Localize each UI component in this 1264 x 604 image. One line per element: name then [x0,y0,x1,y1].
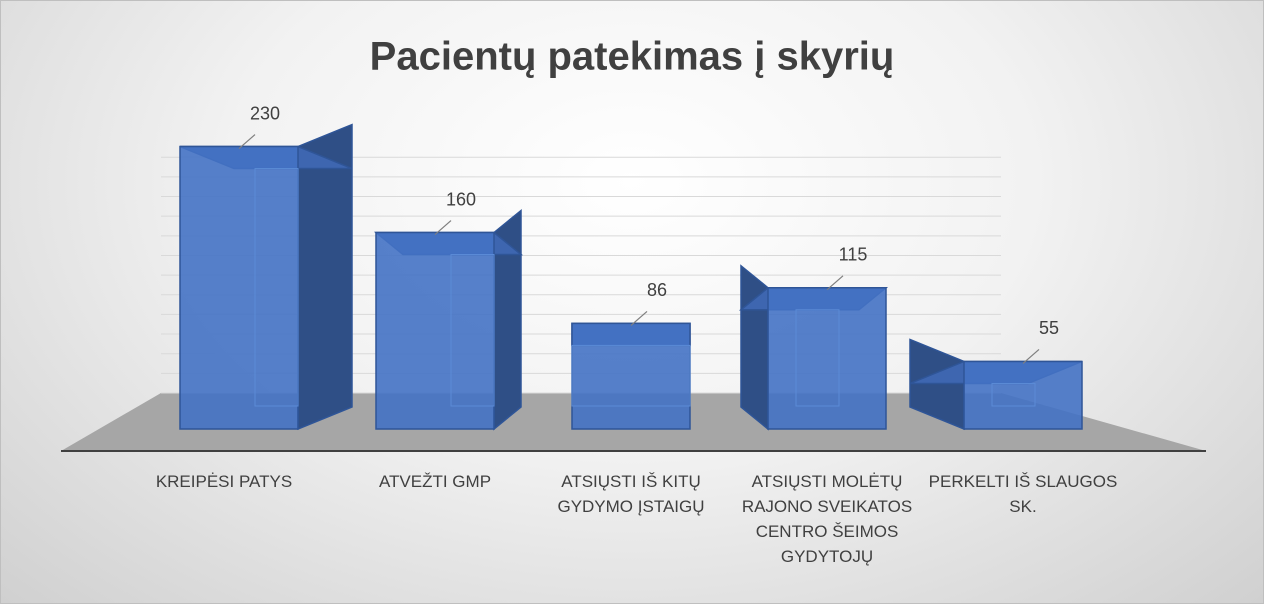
bar-front [179,145,299,430]
leader-line [630,310,648,326]
data-label: 160 [446,189,476,209]
bar-edge [450,254,495,407]
data-label: 230 [250,103,280,123]
bar-front [375,231,495,430]
bar [909,338,1083,431]
bar [738,264,889,431]
leader-line [434,220,452,235]
bar-front [767,287,887,430]
x-tick-label: ATSIŲSTI IŠ KITŲ GYDYMO ĮSTAIGŲ [557,472,705,516]
bar-edge [571,344,691,407]
leader-line [826,275,844,291]
leader-line [1022,349,1040,364]
bar [571,322,691,430]
x-tick-label: ATVEŽTI GMP [378,472,492,491]
bar-side [297,123,353,431]
data-label: 86 [647,280,667,300]
bar-front [571,322,691,430]
bar-edge [991,382,1036,407]
bar [373,208,524,431]
chart-title: Pacientų patekimas į skyrių [370,35,895,79]
x-tick-label: KREIPĖSI PATYS [155,472,293,491]
bar-edge [254,168,299,407]
x-tick-label: ATSIŲSTI MOLĖTŲ RAJONO SVEIKATOS CENTRO … [741,472,913,566]
data-label: 55 [1039,318,1059,338]
data-label: 115 [839,245,868,265]
leader-line [238,134,256,150]
x-tick-label: PERKELTI IŠ SLAUGOS SK. [928,472,1118,516]
bar-front [963,360,1083,430]
bar-edge [795,309,840,407]
bar [179,123,353,431]
